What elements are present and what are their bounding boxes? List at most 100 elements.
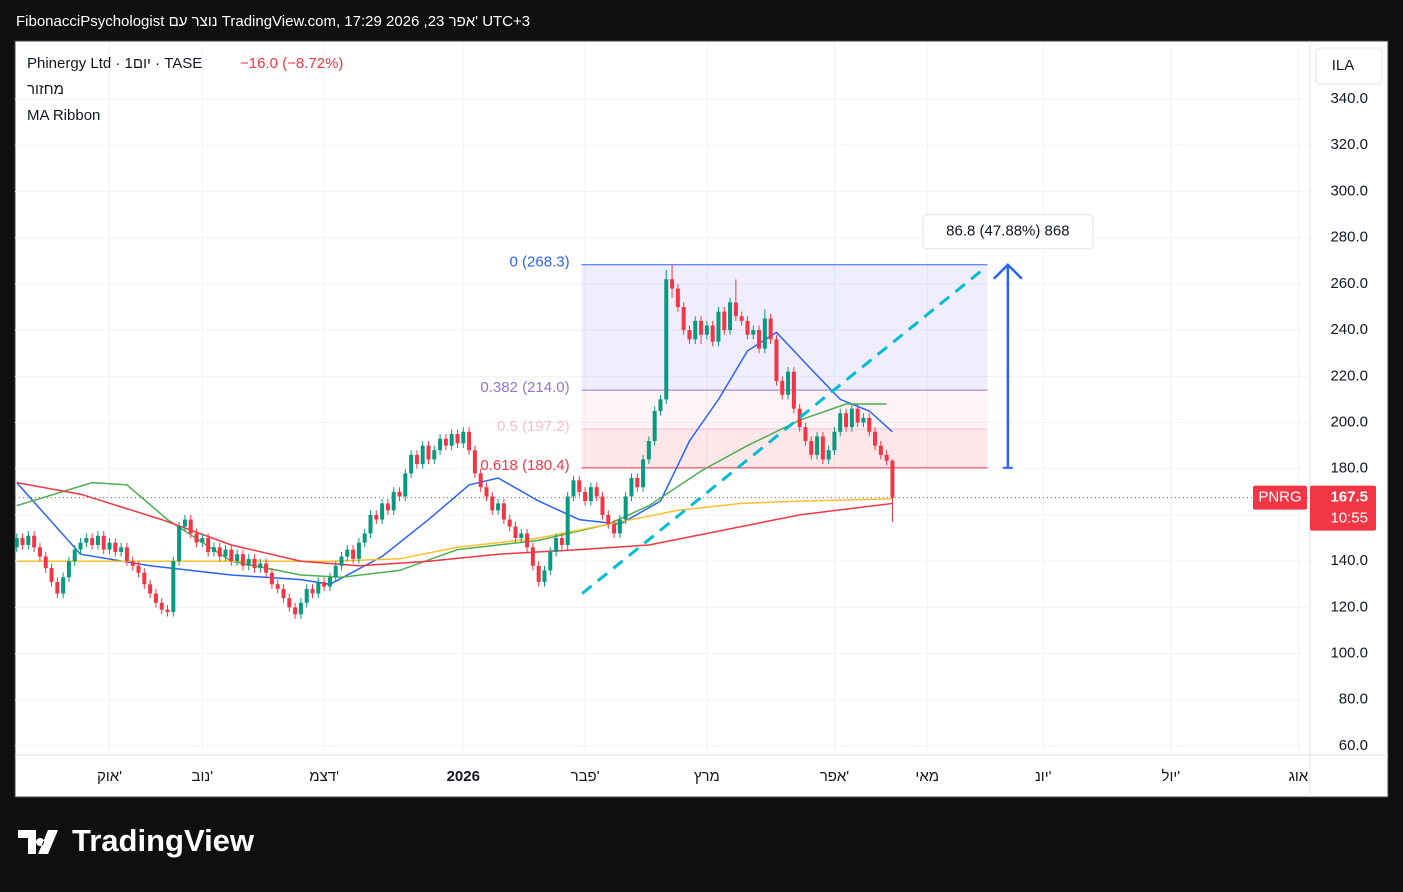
candle-body [310, 588, 315, 594]
candle-body [484, 487, 489, 497]
candle-body [327, 577, 332, 587]
measure-box [922, 214, 1094, 250]
fib-label: 0 (268.3) [510, 254, 570, 271]
candle-body [722, 311, 727, 331]
candle-body [606, 514, 611, 525]
candle-body [478, 473, 483, 488]
candle-body [78, 542, 83, 550]
candle-body [49, 568, 54, 582]
candle-body [426, 445, 431, 460]
candle-body [368, 514, 373, 534]
candle-body [751, 330, 756, 335]
fib-label: 0.618 (180.4) [480, 457, 569, 474]
ticker: PNRG [1258, 489, 1301, 506]
candle-body [61, 577, 66, 594]
candle-body [704, 325, 709, 335]
candle-body [849, 408, 854, 428]
candle-body [345, 549, 350, 557]
candle-body [838, 413, 843, 432]
candle-body [275, 584, 280, 589]
candle-body [455, 434, 460, 444]
candle-body [496, 503, 501, 511]
candle-body [490, 496, 495, 511]
y-tick-label: 200.0 [1330, 413, 1368, 430]
candle-body [699, 320, 704, 335]
candle-body [559, 538, 564, 545]
y-tick-label: 320.0 [1330, 136, 1368, 153]
candle-body [84, 538, 89, 543]
candle-body [252, 558, 257, 569]
footer-logo [18, 830, 58, 854]
candle-body [194, 533, 199, 543]
candle-body [316, 581, 321, 594]
candle-body [832, 431, 837, 451]
y-tick-label: 280.0 [1330, 229, 1368, 246]
candle-body [432, 450, 437, 460]
candle-body [206, 538, 211, 552]
candle-body [438, 438, 443, 451]
last-price: 167.5 [1330, 489, 1368, 506]
candle-body [119, 547, 124, 552]
candle-body [519, 533, 524, 539]
chart-frame [14, 40, 1389, 798]
candle-body [884, 454, 889, 461]
candle-body [264, 563, 269, 573]
candle-body [177, 526, 182, 562]
candle-body [617, 519, 622, 534]
candle-body [165, 609, 170, 612]
x-tick-label: פבר' [571, 768, 600, 785]
candle-body [600, 496, 605, 515]
candle-body [211, 547, 216, 552]
y-tick-label: 340.0 [1330, 90, 1368, 107]
candle-body [791, 371, 796, 409]
candle-body [95, 535, 100, 545]
fib-zone [581, 264, 988, 391]
candle-body [37, 547, 42, 557]
candle-body [467, 431, 472, 451]
candle-body [200, 538, 205, 543]
candle-body [867, 417, 872, 432]
candle-body [55, 581, 60, 594]
candle-body [43, 556, 48, 569]
candle-body [710, 325, 715, 342]
candle-body [90, 538, 95, 545]
price-box [1310, 485, 1376, 531]
countdown: 10:55 [1330, 510, 1368, 527]
candle-body [32, 535, 37, 548]
candle-body [217, 547, 222, 557]
candle-body [298, 602, 303, 615]
candle-body [287, 598, 292, 608]
fib-label: 0.382 (214.0) [480, 379, 569, 396]
candle-body [780, 380, 785, 395]
x-tick-label: 2026 [447, 768, 480, 785]
candle-body [664, 279, 669, 400]
legend-volume: מחזור [27, 81, 64, 98]
candle-body [878, 445, 883, 455]
candle-body [554, 538, 559, 552]
candle-body [148, 584, 153, 594]
candle-body [443, 438, 448, 446]
candle-body [101, 535, 106, 550]
candle-body [774, 339, 779, 381]
trend-line [581, 266, 987, 595]
candle-body [246, 558, 251, 566]
candle-body [670, 279, 675, 289]
candle-body [188, 519, 193, 534]
x-tick-label: מאי [915, 768, 939, 785]
candle-body [397, 491, 402, 497]
candle-body [525, 533, 530, 548]
candle-body [124, 547, 129, 562]
candle-body [171, 561, 176, 612]
currency[interactable]: ILA [1332, 57, 1355, 74]
candle-body [716, 311, 721, 342]
candle-body [548, 551, 553, 571]
candle-body [861, 417, 866, 423]
y-tick-label: 60.0 [1339, 737, 1368, 754]
y-tick-label: 140.0 [1330, 552, 1368, 569]
candle-body [229, 549, 234, 562]
candle-body [235, 554, 240, 562]
candle-body [681, 307, 686, 331]
currency-button[interactable] [1315, 47, 1383, 85]
x-tick-label: נוב' [192, 768, 214, 785]
